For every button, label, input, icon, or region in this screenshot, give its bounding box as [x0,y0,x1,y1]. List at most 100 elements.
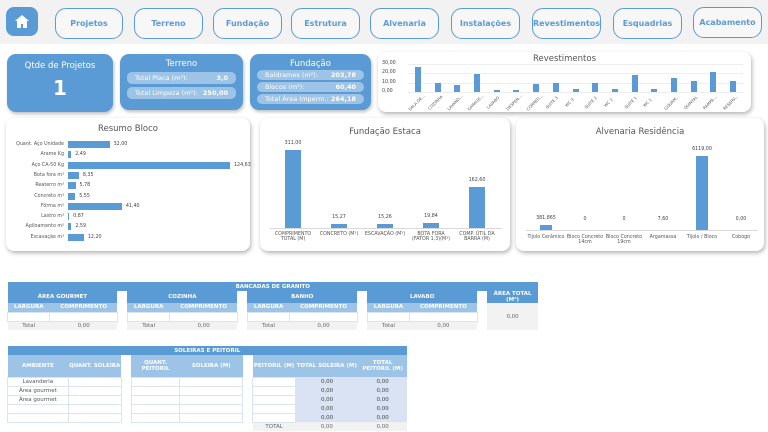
soleira-input[interactable] [179,376,244,387]
bar-value: 0 [622,217,626,222]
bar [68,151,72,159]
group-header: BANHO [247,291,358,303]
ambiente-cell[interactable] [7,412,69,423]
peitoril-input[interactable] [252,412,296,423]
nav-instalacoes[interactable]: Instalações [451,8,520,39]
label: Total Placa (m²): [135,74,188,82]
total-soleira-sum: 0,00 [295,422,359,431]
ambiente-cell[interactable]: Área gourmet [7,394,69,405]
ambiente-cell[interactable] [7,403,69,414]
spacer [237,312,247,321]
bar [68,161,230,169]
x-label: LAVABO [485,95,500,110]
spacer [237,303,247,312]
home-button[interactable] [6,7,38,36]
quant-soleira-input[interactable] [67,394,122,405]
spacer [477,312,487,321]
chart-title: Resumo Bloco [97,124,159,134]
chart-title: Alvenaria Residência [595,127,685,137]
spacer [117,321,127,330]
largura-input[interactable] [366,311,411,322]
total-peitoril: 0,00 [358,377,407,386]
soleira-input[interactable] [179,385,244,396]
group-header: ÁREA GOURMET [7,291,118,303]
bar [690,80,697,92]
nav-projetos[interactable]: Projetos [55,8,123,39]
y-label: Aço CA-50 Kg [31,162,64,168]
spacer [237,321,247,330]
comprimento-input[interactable] [169,311,238,322]
gridline [408,73,743,75]
spacer [237,291,247,303]
label: Baldrames (m²): [265,71,319,79]
quant-peitoril-input[interactable] [130,376,181,387]
bar-value: 311,00 [284,141,302,146]
x-label: DESPEN... [505,93,524,112]
nav-revestimentos[interactable]: Revestimentos [532,8,601,39]
soleira-input[interactable] [179,403,244,414]
spacer [477,291,487,303]
soleiras-table: SOLEIRAS E PEITORIL AMBIENTE QUANT. SOLEIR… [7,346,407,431]
terreno-card: Terreno Total Placa (m²): 3,0 Total Limpe… [120,54,243,110]
header: SOLEIRA (M) [179,355,243,377]
bancadas-title: BANCADAS DE GRANITO [7,282,538,291]
quant-peitoril-input[interactable] [130,403,181,414]
bar [592,83,599,92]
soleira-input[interactable] [179,394,244,405]
x-label: LAVAND... [446,93,465,112]
largura-input[interactable] [126,311,171,322]
bar [68,233,84,241]
comprimento-input[interactable] [289,311,358,322]
x-label: SUITE 2 [583,95,599,110]
nav-acabamento[interactable]: Acabamento [693,7,762,38]
total-label: Total [367,321,410,330]
nav-alvenaria[interactable]: Alvenaria [370,8,439,39]
x-label: SUITE 3 [544,95,559,110]
terreno-title: Terreno [165,59,198,69]
bar-value: 162,60 [468,178,486,184]
chart-title: Revestimentos [533,54,596,64]
x-label: Bloco Concreto 19cm [605,235,643,245]
largura-input[interactable] [246,311,291,322]
terreno-row-limpeza: Total Limpeza (m²): 250,00 [127,87,236,99]
total-label: Total [247,321,290,330]
bar [434,82,441,92]
group-header: COZINHA [127,291,238,303]
nav-esquadrias[interactable]: Esquadrias [613,8,682,39]
largura-input[interactable] [6,311,51,322]
quant-soleira-input[interactable] [67,403,122,414]
bar-value: 0 [583,217,587,222]
x-label: CORRED... [525,93,544,112]
bar-value: 15,26 [378,215,392,221]
x-label: QUINTAL [682,94,699,111]
quant-peitoril-input[interactable] [130,394,181,405]
total-soleira: 0,00 [295,377,359,386]
quant-peitoril-input[interactable] [130,412,181,423]
area-total-value: 0,00 [487,303,538,330]
peitoril-input[interactable] [252,394,296,405]
bar [730,80,737,92]
ambiente-cell[interactable]: Lavanderia [7,376,69,387]
value: 264,18 [330,95,356,103]
total-peitoril-sum: 0,00 [358,422,407,431]
y-label: Bota fora m³ [33,172,64,178]
quant-soleira-input[interactable] [67,385,122,396]
quant-peitoril-input[interactable] [130,385,181,396]
spacer [477,321,487,330]
peitoril-input[interactable] [252,403,296,414]
nav-terreno[interactable]: Terreno [134,8,203,39]
nav-estrutura[interactable]: Estrutura [291,8,360,39]
largura-header: LARGURA [127,303,170,312]
bar [651,88,658,92]
quant-soleira-input[interactable] [67,412,122,423]
ambiente-cell[interactable]: Área gourmet [7,385,69,396]
comprimento-input[interactable] [409,311,478,322]
nav-fundacao[interactable]: Fundação [213,8,282,39]
soleira-input[interactable] [179,412,244,423]
x-label: WC 3 [563,96,575,109]
peitoril-input[interactable] [252,385,296,396]
x-label: WC 1 [642,96,654,109]
peitoril-input[interactable] [252,376,296,387]
quant-soleira-input[interactable] [67,376,122,387]
comprimento-input[interactable] [49,311,118,322]
